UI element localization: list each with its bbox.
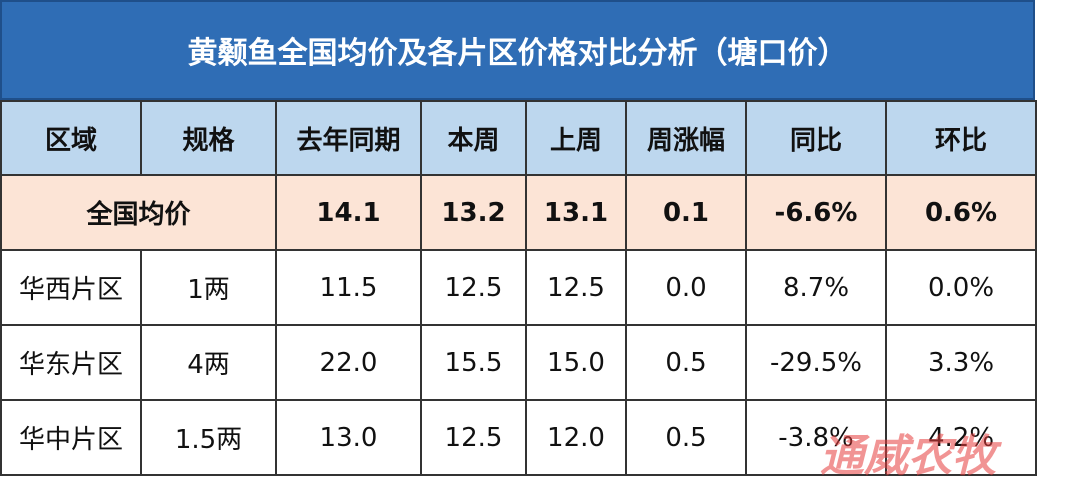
column-header: 周涨幅 — [625, 100, 747, 176]
data-cell: 11.5 — [275, 249, 422, 326]
data-cell: 15.5 — [420, 324, 527, 401]
average-label: 全国均价 — [0, 174, 277, 251]
column-header: 去年同期 — [275, 100, 422, 176]
data-cell: 12.0 — [525, 399, 627, 476]
data-cell: 0.5 — [625, 399, 747, 476]
average-cell: 0.6% — [885, 174, 1037, 251]
data-cell: 1两 — [140, 249, 277, 326]
data-row: 华西片区 1两 11.5 12.5 12.5 0.0 8.7% 0.0% — [0, 249, 1037, 326]
data-cell: 12.5 — [420, 249, 527, 326]
data-cell: 22.0 — [275, 324, 422, 401]
header-row: 区域 规格 去年同期 本周 上周 周涨幅 同比 环比 — [0, 100, 1037, 176]
column-header: 规格 — [140, 100, 277, 176]
average-cell: 14.1 — [275, 174, 422, 251]
column-header: 同比 — [745, 100, 887, 176]
data-cell: 8.7% — [745, 249, 887, 326]
column-header: 环比 — [885, 100, 1037, 176]
table-card: 黄颡鱼全国均价及各片区价格对比分析（塘口价） 区域 规格 去年同期 本周 上周 周涨幅 同比… — [0, 0, 1037, 476]
watermark: 通威农牧 — [820, 431, 996, 482]
data-cell: 4两 — [140, 324, 277, 401]
title: 黄颡鱼全国均价及各片区价格对比分析（塘口价） — [0, 0, 1035, 100]
data-cell: 15.0 — [525, 324, 627, 401]
data-cell: 12.5 — [420, 399, 527, 476]
data-cell: 4.2% — [885, 399, 1037, 476]
data-row: 华东片区 4两 22.0 15.5 15.0 0.5 -29.5% 3.3% — [0, 324, 1037, 401]
data-cell: 12.5 — [525, 249, 627, 326]
table-body: 区域 规格 去年同期 本周 上周 周涨幅 同比 环比 全国均价 14.1 13.2 13.1 0.1 -6… — [0, 100, 1037, 476]
data-cell: 华中片区 — [0, 399, 142, 476]
data-cell: 0.0 — [625, 249, 747, 326]
average-cell: -6.6% — [745, 174, 887, 251]
average-row: 全国均价 14.1 13.2 13.1 0.1 -6.6% 0.6% — [0, 174, 1037, 251]
data-row: 华中片区 1.5两 13.0 12.5 12.0 0.5 -3.8% 4.2% — [0, 399, 1037, 476]
data-cell: 1.5两 — [140, 399, 277, 476]
column-header: 区域 — [0, 100, 142, 176]
average-cell: 13.1 — [525, 174, 627, 251]
data-cell: 13.0 — [275, 399, 422, 476]
data-cell: 0.0% — [885, 249, 1037, 326]
data-cell: 0.5 — [625, 324, 747, 401]
data-cell: -3.8% — [745, 399, 887, 476]
average-cell: 13.2 — [420, 174, 527, 251]
data-cell: 华西片区 — [0, 249, 142, 326]
price-table: 区域 规格 去年同期 本周 上周 周涨幅 同比 环比 全国均价 14.1 13.2 13.1 0.1 -6… — [0, 100, 1037, 476]
data-cell: 3.3% — [885, 324, 1037, 401]
average-cell: 0.1 — [625, 174, 747, 251]
data-cell: 华东片区 — [0, 324, 142, 401]
column-header: 上周 — [525, 100, 627, 176]
column-header: 本周 — [420, 100, 527, 176]
data-cell: -29.5% — [745, 324, 887, 401]
